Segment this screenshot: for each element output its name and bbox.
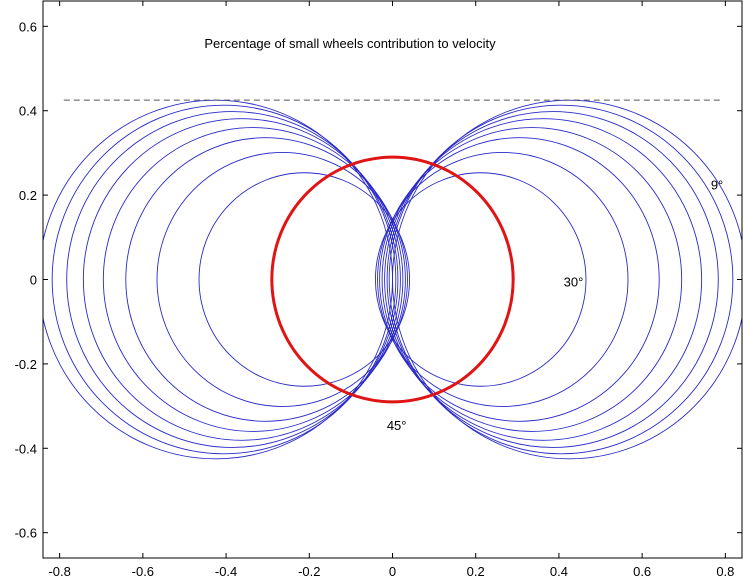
red-circle bbox=[270, 155, 515, 404]
left-lobe-1 bbox=[43, 99, 393, 460]
x-tick-label: -0.2 bbox=[298, 564, 320, 579]
left-lobe-7 bbox=[156, 152, 408, 407]
right-lobe-7 bbox=[377, 152, 629, 407]
right-lobe-6 bbox=[379, 137, 660, 422]
x-tick-label: -0.4 bbox=[215, 564, 237, 579]
y-tick-label: -0.2 bbox=[15, 357, 37, 372]
right-lobe-2 bbox=[388, 104, 734, 455]
right-lobe-5 bbox=[381, 127, 683, 432]
left-lobe-3 bbox=[66, 111, 399, 448]
y-tick-label: -0.4 bbox=[15, 441, 37, 456]
y-tick-label: 0.4 bbox=[19, 104, 37, 119]
x-tick-label: 0 bbox=[389, 564, 396, 579]
angle-annotation: 9° bbox=[711, 178, 723, 193]
chart-title: Percentage of small wheels contribution … bbox=[204, 36, 496, 51]
y-tick-label: 0 bbox=[30, 273, 37, 288]
right-lobe-8 bbox=[374, 172, 587, 387]
x-tick-label: 0.6 bbox=[633, 564, 651, 579]
left-lobe-2 bbox=[51, 104, 397, 455]
x-tick-label: 0.4 bbox=[550, 564, 568, 579]
angle-annotation: 45° bbox=[387, 418, 407, 433]
x-tick-label: 0.2 bbox=[467, 564, 485, 579]
right-lobe-3 bbox=[386, 111, 719, 448]
left-lobe-5 bbox=[102, 127, 404, 432]
right-lobe-4 bbox=[384, 118, 703, 441]
left-lobe-8 bbox=[198, 172, 411, 387]
annotations-group: 9° 30° 45° bbox=[387, 178, 723, 434]
left-lobe-6 bbox=[125, 137, 406, 422]
left-lobe-4 bbox=[82, 118, 401, 441]
red-circle-group bbox=[270, 155, 515, 404]
x-tick-label: -0.8 bbox=[48, 564, 70, 579]
x-tick-label: -0.6 bbox=[132, 564, 154, 579]
blue-lobes-group bbox=[43, 99, 742, 460]
angle-annotation: 30° bbox=[564, 275, 584, 290]
ticks-group: -0.8 -0.6 -0.4 -0.2 0 0.2 0.4 0.6 0.8 -0.6 -0.4 -0.… bbox=[15, 1, 742, 579]
y-tick-label: -0.6 bbox=[15, 526, 37, 541]
y-tick-label: 0.6 bbox=[19, 19, 37, 34]
y-tick-label: 0.2 bbox=[19, 188, 37, 203]
x-tick-label: 0.8 bbox=[716, 564, 734, 579]
